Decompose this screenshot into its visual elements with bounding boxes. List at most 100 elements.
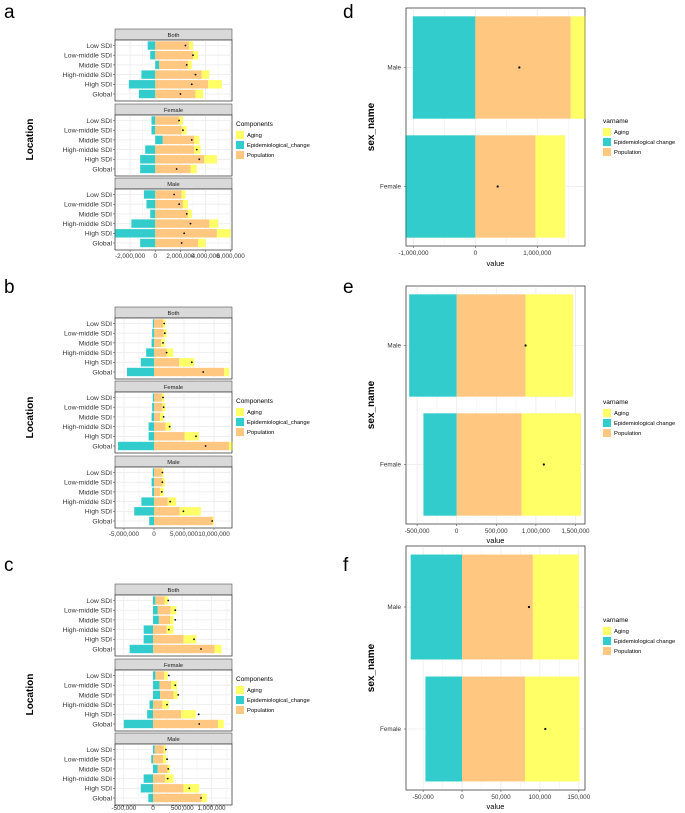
category-tick-label: Low SDI [86, 598, 112, 605]
x-axis-title: value [487, 259, 505, 268]
category-aging-bar [216, 229, 231, 238]
facet-female: Female Low SDI Low-middle SDI Middle SDI Hig… [63, 103, 233, 177]
legend-swatch [236, 418, 244, 426]
category-tick-label: High-middle SDI [63, 72, 113, 79]
facet-border [114, 39, 233, 102]
category-population-bar [154, 367, 225, 377]
category-epidemiological-change-bar [140, 358, 154, 367]
category-population-bar [154, 516, 213, 526]
category-tick-label: Male [387, 604, 401, 611]
legend-swatch [236, 696, 244, 704]
facet-strip-label: Both [168, 588, 180, 594]
category-population-bar [154, 319, 163, 328]
category-population-bar [154, 358, 180, 367]
legend-swatch [236, 706, 244, 714]
sex-aging-bar [525, 294, 574, 397]
category-epidemiological-change-bar [140, 155, 156, 164]
category-population-bar [157, 606, 171, 615]
category-tick-label: High-middle SDI [63, 702, 113, 709]
legend-title: varname [603, 399, 629, 406]
category-epidemiological-change-bar [151, 412, 154, 422]
category-tick-label: Global [92, 369, 112, 376]
total-point [162, 406, 165, 409]
category-epidemiological-change-bar [143, 774, 154, 783]
category-population-bar [155, 164, 191, 174]
category-population-bar [153, 784, 184, 793]
category-population-bar [155, 70, 202, 79]
category-population-bar [155, 89, 196, 99]
category-population-bar [155, 219, 210, 228]
panel-label-e: e [343, 277, 354, 298]
facet-male: Male Low SDI Low-middle SDI Middle SDI High-… [63, 732, 233, 812]
x-tick-label: 0 [151, 805, 155, 812]
legend-swatch [603, 637, 611, 645]
category-epidemiological-change-bar [141, 497, 154, 506]
category-epidemiological-change-bar [153, 764, 158, 774]
category-epidemiological-change-bar [153, 671, 156, 680]
category-population-bar [155, 200, 183, 209]
category-aging-bar [195, 89, 204, 99]
legend-swatch [236, 408, 244, 416]
category-aging-bar [173, 690, 178, 700]
total-point [200, 797, 202, 799]
category-epidemiological-change-bar [148, 422, 154, 431]
category-epidemiological-change-bar [127, 367, 154, 377]
total-point [179, 93, 182, 95]
x-tick-label: 1,000,000 [522, 528, 551, 535]
category-population-bar [153, 793, 202, 803]
y-axis-title: sex_name [366, 643, 377, 692]
category-epidemiological-change-bar [147, 710, 154, 719]
category-population-bar [154, 329, 164, 338]
sex-population-bar [456, 413, 522, 516]
category-tick-label: Global [92, 166, 112, 173]
category-epidemiological-change-bar [140, 238, 156, 248]
legend: Components Aging Epidemiological_change Pop… [236, 676, 310, 714]
total-point [193, 638, 195, 641]
legend-item-label: Population [247, 153, 274, 159]
category-epidemiological-change-bar [140, 784, 154, 793]
legend-swatch [603, 627, 611, 635]
category-population-bar [155, 126, 182, 135]
category-population-bar [155, 238, 199, 248]
category-aging-bar [160, 412, 164, 422]
category-population-bar [154, 412, 160, 422]
category-epidemiological-change-bar [155, 60, 160, 70]
category-tick-label: High-middle SDI [63, 221, 113, 228]
legend-swatch [603, 647, 611, 655]
total-point [202, 371, 205, 373]
facet-border [114, 188, 233, 251]
facet-border [114, 669, 233, 732]
x-tick-label: 2,000,000 [166, 253, 195, 260]
x-tick-label: 500,000 [485, 528, 508, 535]
category-aging-bar [201, 793, 207, 803]
x-tick-label: 0 [455, 528, 459, 535]
category-population-bar [155, 229, 217, 238]
panel-label-c: c [4, 555, 14, 576]
category-tick-label: High SDI [85, 231, 112, 238]
category-population-bar [155, 116, 180, 125]
total-point [173, 193, 176, 196]
category-aging-bar [165, 774, 174, 783]
sex-epidemiological-change-bar [412, 16, 476, 119]
category-tick-label: Middle SDI [79, 414, 112, 421]
sex-aging-bar [532, 554, 579, 660]
category-population-bar [159, 681, 172, 690]
category-aging-bar [187, 60, 192, 70]
total-point [161, 481, 164, 484]
category-aging-bar [179, 507, 201, 516]
category-population-bar [155, 145, 195, 154]
category-aging-bar [179, 358, 195, 367]
category-tick-label: Low-middle SDI [64, 128, 112, 135]
panel-label-a: a [4, 2, 15, 23]
category-epidemiological-change-bar [151, 116, 156, 125]
category-aging-bar [214, 644, 222, 654]
category-aging-bar [183, 635, 197, 644]
total-point [527, 605, 531, 609]
category-tick-label: High SDI [85, 434, 112, 441]
category-aging-bar [162, 700, 169, 709]
category-tick-label: Global [92, 646, 112, 653]
category-aging-bar [224, 367, 229, 377]
category-epidemiological-change-bar [152, 329, 154, 338]
category-epidemiological-change-bar [152, 487, 154, 497]
